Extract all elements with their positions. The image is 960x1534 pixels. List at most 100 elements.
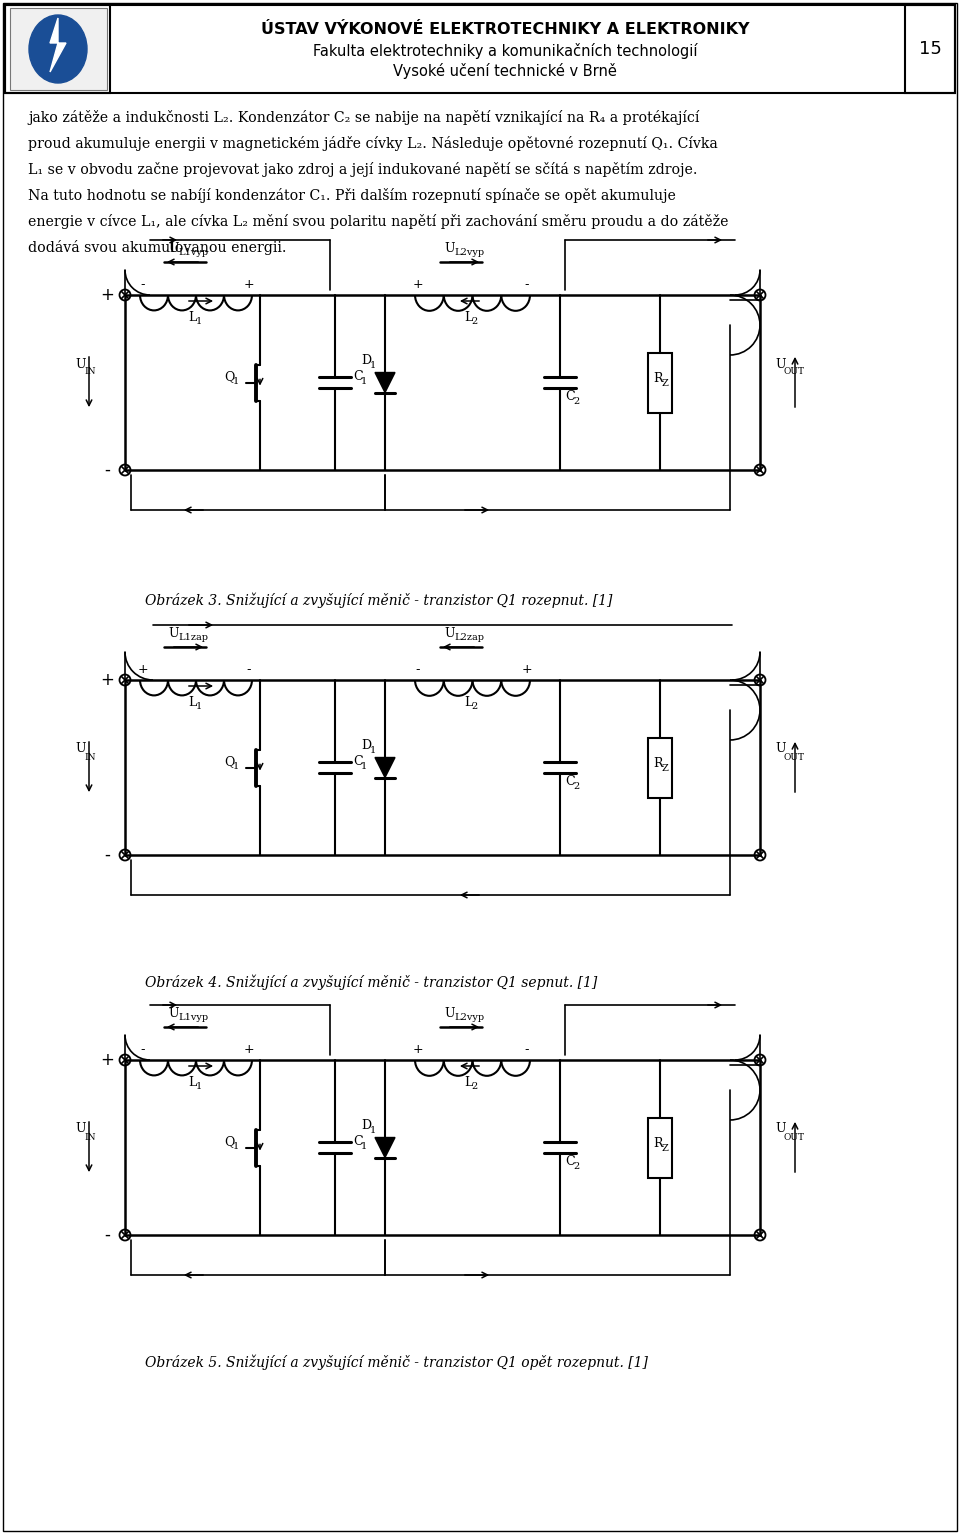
Text: OUT: OUT bbox=[784, 1132, 805, 1141]
Text: IN: IN bbox=[84, 1132, 95, 1141]
Text: Obrázek 3. Snižující a zvyšující měnič - tranzistor Q1 rozepnut. [1]: Obrázek 3. Snižující a zvyšující měnič -… bbox=[145, 592, 612, 607]
Text: U: U bbox=[444, 242, 454, 255]
Text: R: R bbox=[653, 373, 662, 385]
Text: 1: 1 bbox=[370, 746, 376, 755]
Text: -: - bbox=[247, 663, 252, 676]
Text: 1: 1 bbox=[370, 360, 376, 370]
Text: +: + bbox=[244, 1043, 254, 1055]
Text: L: L bbox=[188, 696, 196, 709]
Text: L: L bbox=[464, 311, 472, 324]
Text: 1: 1 bbox=[233, 762, 239, 772]
Text: 15: 15 bbox=[919, 40, 942, 58]
Text: L1vyp: L1vyp bbox=[178, 249, 208, 258]
Text: U: U bbox=[775, 1123, 785, 1135]
Text: Z: Z bbox=[662, 379, 669, 388]
Text: dodává svou akumulovanou energii.: dodává svou akumulovanou energii. bbox=[28, 239, 286, 255]
Text: +: + bbox=[413, 1043, 423, 1055]
Text: C: C bbox=[565, 1155, 575, 1167]
Text: Z: Z bbox=[662, 1144, 669, 1154]
Text: OUT: OUT bbox=[784, 753, 805, 761]
Text: U: U bbox=[75, 742, 85, 756]
Text: 1: 1 bbox=[196, 318, 203, 327]
Text: U: U bbox=[168, 627, 179, 640]
Text: R: R bbox=[653, 756, 662, 770]
Text: 1: 1 bbox=[196, 703, 203, 710]
Text: OUT: OUT bbox=[784, 368, 805, 376]
Text: L₁ se v obvodu začne projevovat jako zdroj a její indukované napětí se sčítá s n: L₁ se v obvodu začne projevovat jako zdr… bbox=[28, 163, 698, 176]
Text: Q: Q bbox=[224, 1135, 234, 1147]
Text: Z: Z bbox=[662, 764, 669, 773]
Text: L: L bbox=[464, 1075, 472, 1089]
Text: Fakulta elektrotechniky a komunikačních technologií: Fakulta elektrotechniky a komunikačních … bbox=[313, 43, 697, 58]
Text: -: - bbox=[141, 278, 145, 291]
Text: Obrázek 4. Snižující a zvyšující měnič - tranzistor Q1 sepnut. [1]: Obrázek 4. Snižující a zvyšující měnič -… bbox=[145, 976, 597, 991]
Text: -: - bbox=[525, 1043, 529, 1055]
Text: U: U bbox=[444, 627, 454, 640]
Text: U: U bbox=[775, 742, 785, 756]
Text: 1: 1 bbox=[361, 762, 368, 772]
Polygon shape bbox=[375, 758, 395, 778]
Text: IN: IN bbox=[84, 753, 95, 761]
Text: 2: 2 bbox=[472, 1081, 478, 1091]
Ellipse shape bbox=[29, 15, 87, 83]
Text: +: + bbox=[137, 663, 148, 676]
Text: IN: IN bbox=[84, 368, 95, 376]
Text: -: - bbox=[104, 462, 110, 479]
Text: proud akumuluje energii v magnetickém jádře cívky L₂. Následuje opětovné rozepnu: proud akumuluje energii v magnetickém já… bbox=[28, 137, 718, 150]
Text: -: - bbox=[416, 663, 420, 676]
Text: L2vyp: L2vyp bbox=[454, 1012, 484, 1022]
Text: -: - bbox=[104, 845, 110, 864]
Bar bbox=[648, 1117, 672, 1178]
Text: C: C bbox=[353, 1135, 363, 1147]
Text: L: L bbox=[464, 696, 472, 709]
Text: +: + bbox=[100, 285, 114, 304]
Text: R: R bbox=[653, 1137, 662, 1150]
Text: +: + bbox=[413, 278, 423, 291]
Text: L2zap: L2zap bbox=[454, 634, 484, 643]
Text: 2: 2 bbox=[573, 1161, 579, 1170]
Bar bbox=[648, 353, 672, 413]
Text: 2: 2 bbox=[573, 782, 579, 792]
Polygon shape bbox=[375, 373, 395, 393]
Text: 2: 2 bbox=[472, 703, 478, 710]
Text: U: U bbox=[444, 1006, 454, 1020]
Text: U: U bbox=[75, 357, 85, 371]
Text: -: - bbox=[104, 1226, 110, 1244]
Text: U: U bbox=[168, 242, 179, 255]
Text: 2: 2 bbox=[472, 318, 478, 327]
Text: energie v cívce L₁, ale cívka L₂ mění svou polaritu napětí při zachování směru p: energie v cívce L₁, ale cívka L₂ mění sv… bbox=[28, 215, 729, 229]
Text: -: - bbox=[525, 278, 529, 291]
Text: U: U bbox=[775, 357, 785, 371]
Text: jako zátěže a indukčnosti L₂. Kondenzátor C₂ se nabije na napětí vznikající na R: jako zátěže a indukčnosti L₂. Kondenzáto… bbox=[28, 110, 700, 124]
Polygon shape bbox=[375, 1138, 395, 1158]
Text: D: D bbox=[361, 739, 372, 752]
Text: +: + bbox=[521, 663, 532, 676]
Text: Na tuto hodnotu se nabíjí kondenzátor C₁. Při dalším rozepnutí spínače se opět a: Na tuto hodnotu se nabíjí kondenzátor C₁… bbox=[28, 189, 676, 202]
Text: L: L bbox=[188, 311, 196, 324]
Text: 1: 1 bbox=[233, 1141, 239, 1150]
Text: 2: 2 bbox=[573, 397, 579, 407]
Text: Vysoké učení technické v Brně: Vysoké učení technické v Brně bbox=[393, 63, 617, 78]
Text: -: - bbox=[141, 1043, 145, 1055]
Bar bbox=[5, 5, 110, 94]
Bar bbox=[5, 5, 955, 94]
Polygon shape bbox=[50, 18, 66, 72]
Text: L1zap: L1zap bbox=[178, 634, 208, 643]
Text: C: C bbox=[353, 755, 363, 769]
Text: U: U bbox=[168, 1006, 179, 1020]
Text: L1vyp: L1vyp bbox=[178, 1012, 208, 1022]
Text: U: U bbox=[75, 1123, 85, 1135]
Text: D: D bbox=[361, 1118, 372, 1132]
Text: +: + bbox=[244, 278, 254, 291]
Bar bbox=[905, 5, 955, 94]
Text: Q: Q bbox=[224, 755, 234, 769]
Text: ÚSTAV VÝKONOVÉ ELEKTROTECHNIKY A ELEKTRONIKY: ÚSTAV VÝKONOVÉ ELEKTROTECHNIKY A ELEKTRO… bbox=[261, 21, 749, 37]
Text: 1: 1 bbox=[361, 377, 368, 387]
Bar bbox=[648, 738, 672, 798]
Text: L2vyp: L2vyp bbox=[454, 249, 484, 258]
Text: +: + bbox=[100, 1051, 114, 1069]
Text: D: D bbox=[361, 354, 372, 367]
Text: 1: 1 bbox=[196, 1081, 203, 1091]
Text: 1: 1 bbox=[370, 1126, 376, 1135]
Bar bbox=[10, 8, 107, 91]
